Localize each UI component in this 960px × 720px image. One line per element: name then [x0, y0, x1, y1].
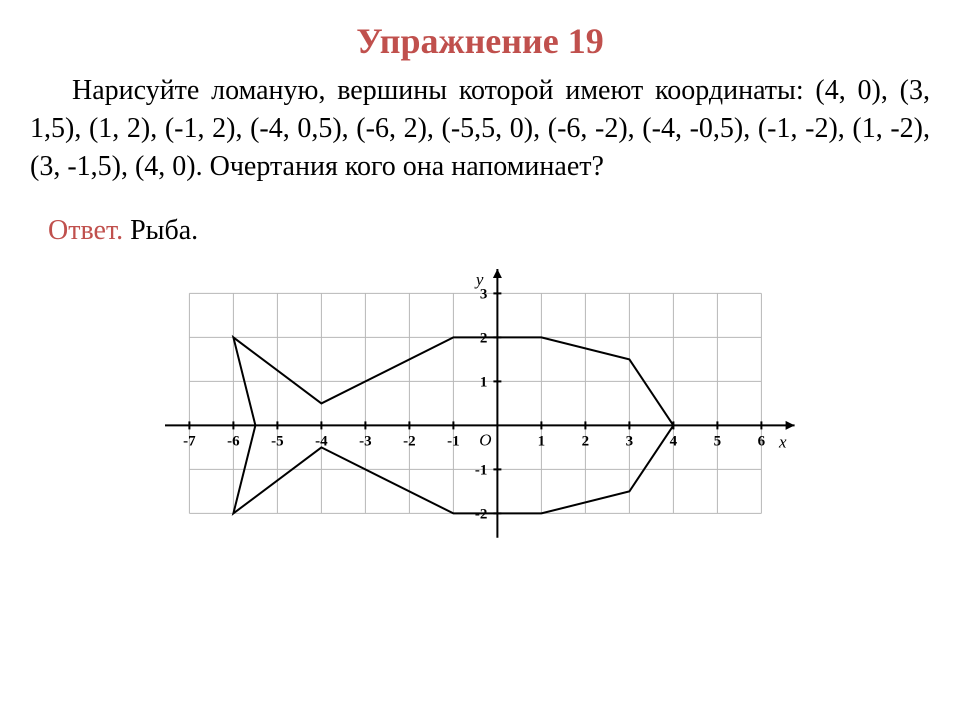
problem-statement: Нарисуйте ломаную, вершины которой имеют… — [30, 72, 930, 185]
answer-line: Ответ. Рыба. — [48, 215, 930, 247]
x-tick-label: 2 — [582, 434, 590, 450]
chart-container: -7-6-5-4-3-2-1123456-2-1123Oxy — [30, 267, 930, 540]
exercise-page: Упражнение 19 Нарисуйте ломаную, вершины… — [0, 0, 960, 720]
x-tick-label: -2 — [403, 434, 415, 450]
exercise-title: Упражнение 19 — [30, 20, 930, 62]
x-tick-label: -6 — [227, 434, 240, 450]
answer-value: Рыба. — [130, 215, 198, 246]
y-tick-label: 1 — [480, 375, 488, 391]
x-tick-label: -5 — [271, 434, 283, 450]
x-tick-label: 3 — [626, 434, 634, 450]
y-axis-arrow — [493, 269, 502, 278]
x-tick-label: 1 — [538, 434, 546, 450]
x-axis-label: x — [778, 433, 787, 452]
origin-label: O — [479, 431, 491, 450]
y-axis-label: y — [474, 270, 484, 289]
x-tick-label: 5 — [714, 434, 722, 450]
x-tick-label: 4 — [670, 434, 678, 450]
answer-label: Ответ. — [48, 215, 130, 246]
x-tick-label: -1 — [447, 434, 459, 450]
x-axis-arrow — [786, 421, 795, 430]
coordinate-chart: -7-6-5-4-3-2-1123456-2-1123Oxy — [163, 267, 797, 540]
x-tick-label: -7 — [183, 434, 196, 450]
x-tick-label: -3 — [359, 434, 371, 450]
x-tick-label: 6 — [758, 434, 766, 450]
y-tick-label: -1 — [475, 463, 487, 479]
